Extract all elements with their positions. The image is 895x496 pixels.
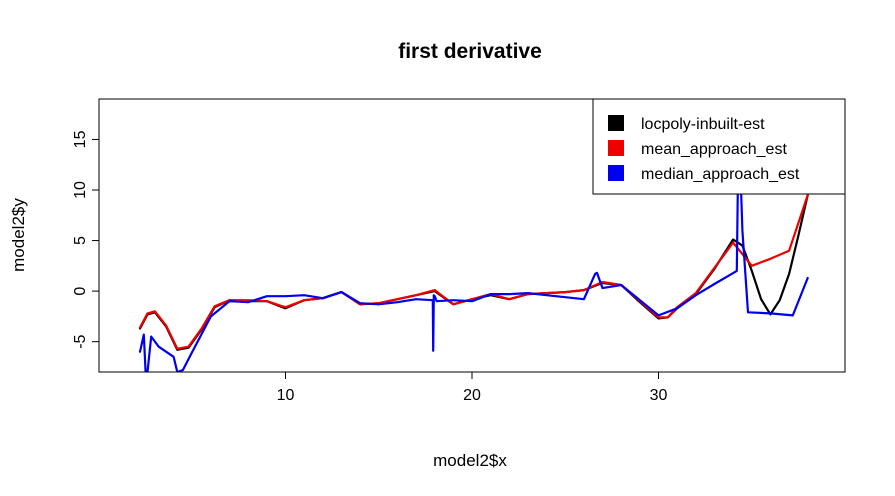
legend-swatch-2: [608, 140, 624, 156]
legend-label-2: mean_approach_est: [641, 141, 787, 158]
y-axis-label: model2$y: [9, 198, 28, 272]
x-tick-label: 30: [650, 387, 668, 404]
y-tick-label: 10: [72, 181, 89, 199]
legend-swatch-3: [608, 165, 624, 181]
series-line-3: [138, 118, 809, 372]
chart-title: first derivative: [398, 40, 542, 63]
y-tick-label: -5: [72, 334, 89, 348]
y-tick-label: 5: [72, 236, 89, 245]
axes: 10 20 30 -5 0 5 10 15: [72, 98, 846, 404]
plot-area: [138, 118, 809, 372]
y-tick-label: 0: [72, 287, 89, 296]
legend: locpoly-inbuilt-est mean_approach_estmedi…: [592, 98, 846, 195]
x-axis-label: model2$x: [433, 451, 507, 470]
x-tick-label: 20: [463, 387, 481, 404]
legend-label-1: locpoly-inbuilt-est: [641, 116, 765, 133]
legend-label-3: median_approach_est: [641, 166, 800, 183]
series-line-1: [138, 194, 809, 351]
x-tick-label: 10: [277, 387, 295, 404]
legend-box: [592, 98, 846, 195]
y-tick-label: 15: [72, 130, 89, 148]
series-line-2: [138, 194, 809, 350]
legend-swatch-1: [608, 115, 624, 131]
